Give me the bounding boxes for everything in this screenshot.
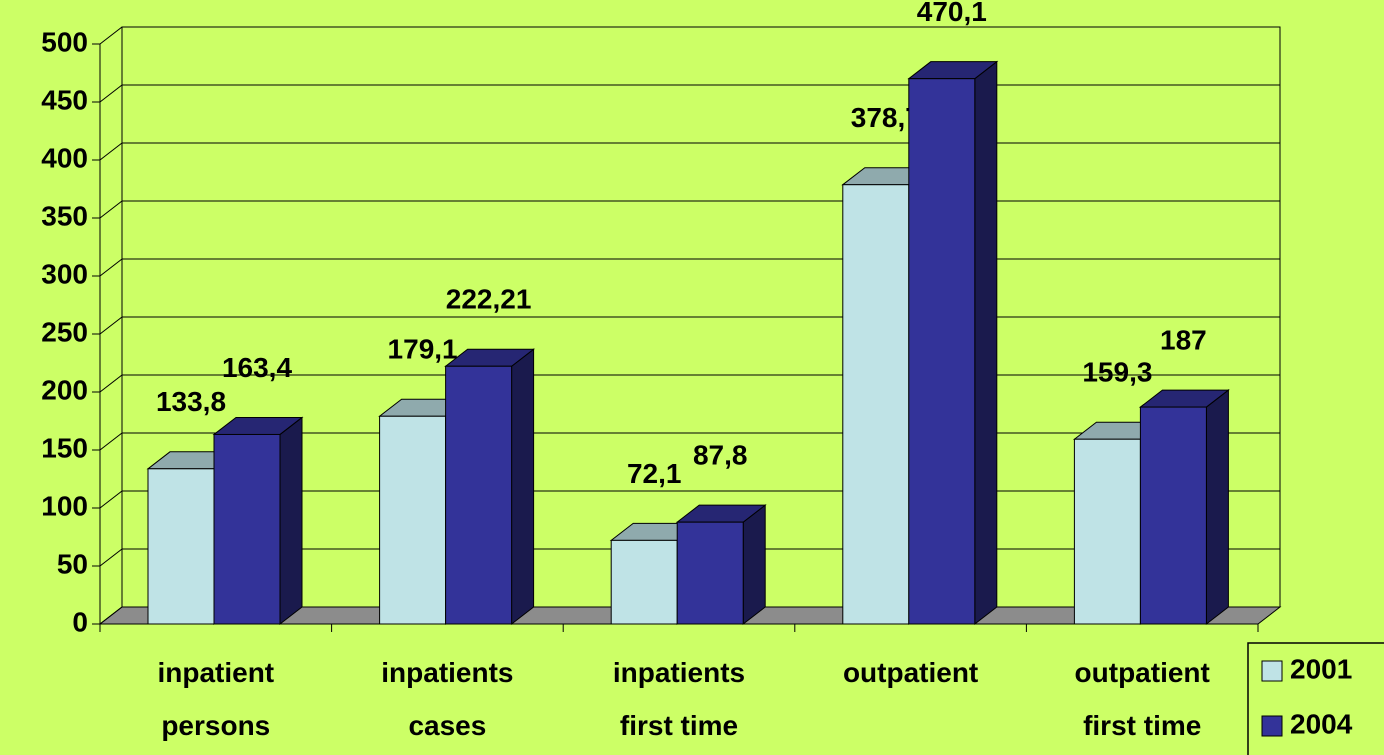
bar xyxy=(1073,438,1141,625)
grid-line xyxy=(99,316,1280,335)
value-label: 222,21 xyxy=(446,284,532,315)
grid-line xyxy=(99,84,1280,103)
grid-line xyxy=(99,26,1280,45)
value-label: 470,1 xyxy=(917,0,987,27)
x-tick-label: inpatients cases xyxy=(381,657,514,741)
y-tick-label: 200 xyxy=(41,374,88,405)
legend-box xyxy=(1247,642,1384,755)
bar-side xyxy=(511,348,535,626)
y-tick-label: 50 xyxy=(57,548,88,579)
bar-side xyxy=(974,60,998,626)
y-tick-label: 0 xyxy=(72,606,88,637)
value-label: 179,1 xyxy=(388,334,458,365)
value-label: 187 xyxy=(1160,324,1207,355)
grid-line xyxy=(99,142,1280,161)
legend-label: 2004 xyxy=(1290,708,1353,739)
y-tick-label: 300 xyxy=(41,258,88,289)
bar-side xyxy=(1205,389,1229,626)
y-tick-label: 250 xyxy=(41,316,88,347)
legend-label: 2001 xyxy=(1290,653,1352,684)
legend-swatch xyxy=(1261,715,1283,737)
bar xyxy=(213,433,281,625)
y-tick-label: 400 xyxy=(41,142,88,173)
bar xyxy=(379,415,447,625)
y-tick-label: 100 xyxy=(41,490,88,521)
legend-swatch xyxy=(1261,660,1283,682)
bar xyxy=(676,521,744,625)
x-tick-label: inpatient persons xyxy=(157,657,275,741)
bar xyxy=(908,78,976,625)
bar xyxy=(147,468,215,625)
value-label: 133,8 xyxy=(156,386,226,417)
x-tick-label: outpatient first time xyxy=(1074,657,1210,741)
bar xyxy=(842,184,910,625)
bar-side xyxy=(279,416,303,626)
bar xyxy=(610,539,678,625)
grid-line xyxy=(99,200,1280,219)
value-label: 87,8 xyxy=(693,440,748,471)
y-tick-label: 350 xyxy=(41,200,88,231)
bar xyxy=(1139,406,1207,625)
x-tick-label: inpatients first time xyxy=(612,657,746,741)
bar xyxy=(445,365,513,625)
bar-side xyxy=(742,504,766,626)
y-tick-label: 500 xyxy=(41,26,88,57)
value-label: 159,3 xyxy=(1082,357,1152,388)
x-tick-label: outpatient xyxy=(842,657,979,688)
value-label: 72,1 xyxy=(627,458,682,489)
y-tick-label: 150 xyxy=(41,432,88,463)
grid-line xyxy=(99,258,1280,277)
value-label: 163,4 xyxy=(222,352,292,383)
y-tick-label: 450 xyxy=(41,84,88,115)
